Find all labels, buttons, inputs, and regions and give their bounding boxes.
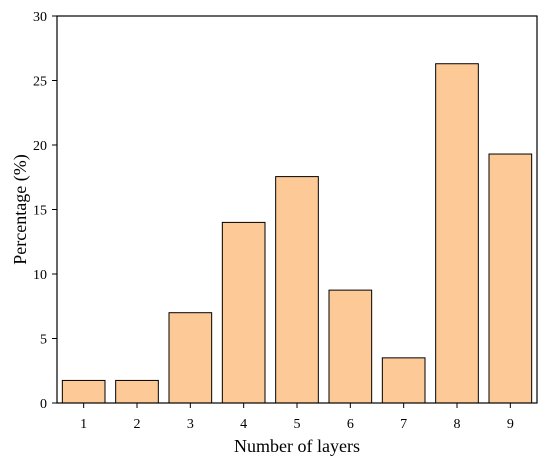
y-tick-label: 25 <box>33 75 47 90</box>
bar-5 <box>275 176 319 404</box>
x-tick-label: 2 <box>134 417 141 432</box>
y-tick-label: 0 <box>40 397 47 412</box>
bar-2 <box>115 379 159 404</box>
bar-9 <box>488 153 533 404</box>
x-tick-label: 6 <box>347 417 354 432</box>
y-ticks-group: 0 5 10 15 20 25 30 <box>33 10 57 412</box>
y-axis-title: Percentage (%) <box>10 154 31 264</box>
y-tick-label: 15 <box>33 204 47 219</box>
x-axis-title: Number of layers <box>234 436 360 456</box>
y-tick-label: 30 <box>33 10 47 25</box>
bar-3 <box>168 312 213 404</box>
y-tick-label: 5 <box>40 333 47 348</box>
bar-8 <box>435 63 479 404</box>
x-tick-label: 4 <box>240 417 247 432</box>
x-tick-label: 1 <box>80 417 87 432</box>
x-tick-label: 7 <box>400 417 407 432</box>
x-tick-label: 9 <box>507 417 514 432</box>
y-tick-label: 10 <box>33 268 47 283</box>
bar-1 <box>61 379 106 404</box>
bars-group <box>61 63 533 404</box>
x-tick-label: 8 <box>454 417 461 432</box>
bar-7 <box>381 357 426 404</box>
bar-6 <box>328 289 373 404</box>
plot-frame <box>56 15 538 404</box>
x-tick-label: 3 <box>187 417 194 432</box>
bar-4 <box>221 221 266 404</box>
x-tick-label: 5 <box>294 417 301 432</box>
x-ticks-group: 1 2 3 4 5 6 7 8 9 <box>80 403 514 432</box>
y-tick-label: 20 <box>33 139 47 154</box>
